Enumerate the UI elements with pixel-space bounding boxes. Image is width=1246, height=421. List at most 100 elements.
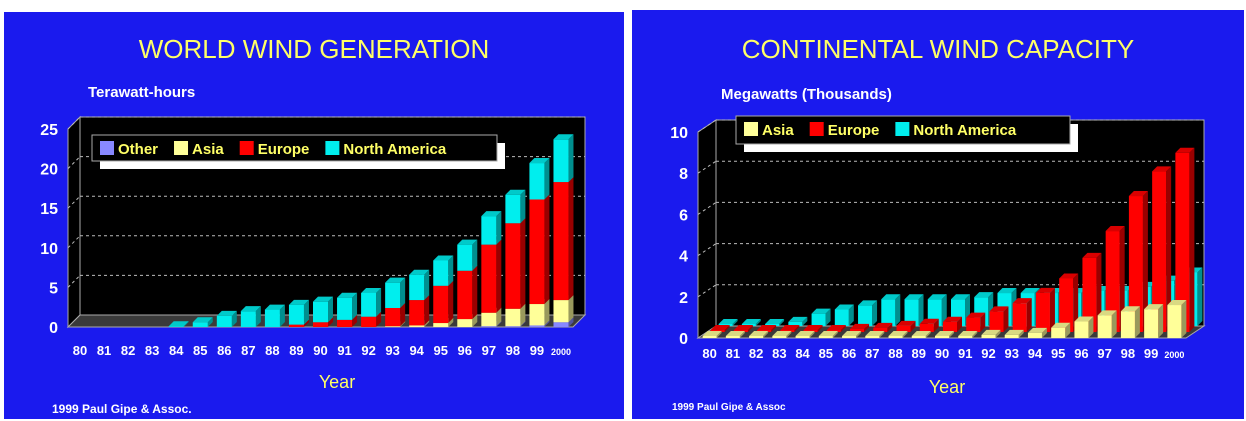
bar-north-america-top [337, 292, 358, 298]
bar-north-america-side [520, 189, 526, 224]
x-tick-label: 87 [865, 346, 879, 361]
bar-asia-side [995, 329, 1001, 338]
bar-north-america-top [240, 306, 261, 312]
bar-europe [966, 317, 981, 332]
bar-europe-side [424, 295, 430, 326]
bar-north-america-top [313, 296, 333, 302]
bar-north-america [313, 301, 328, 323]
x-tick-label: 86 [842, 346, 856, 361]
x-tick-label: 85 [193, 343, 207, 358]
credit-text: 1999 Paul Gipe & Assoc [672, 402, 786, 413]
x-tick-label: 92 [981, 346, 995, 361]
bar-north-america-top [433, 255, 454, 261]
bar-asia [818, 336, 833, 338]
bar-north-america-side [918, 294, 924, 326]
x-tick-label: 86 [217, 343, 231, 358]
bar-europe [529, 199, 545, 305]
bar-north-america-side [303, 299, 309, 325]
gridline-side [697, 119, 717, 133]
bar-asia-side [949, 330, 954, 338]
bar-other-side [496, 321, 502, 327]
bar-europe-side [771, 325, 777, 332]
bar-europe-top [966, 312, 986, 318]
bar-europe [989, 311, 1004, 332]
bar-north-america [337, 297, 353, 320]
bar-europe-top [896, 320, 916, 326]
legend-swatch [325, 141, 340, 155]
bar-north-america-top [974, 292, 994, 298]
bar-europe-side [724, 325, 730, 332]
bar-europe-side [520, 218, 526, 309]
bar-asia [935, 335, 949, 338]
bar-north-america-top [192, 317, 213, 323]
x-tick-label: 96 [1074, 346, 1088, 361]
bar-europe [337, 319, 353, 327]
bar-europe [1082, 257, 1097, 332]
legend-swatch [174, 141, 189, 155]
bar-north-america-top [834, 304, 854, 310]
x-tick-label: 98 [1121, 346, 1135, 361]
x-tick-label: 95 [434, 343, 448, 358]
bar-asia-top [795, 331, 815, 336]
x-tick-label: 82 [121, 343, 135, 358]
bar-asia [795, 336, 810, 338]
bar-europe-side [352, 314, 358, 327]
bar-north-america-top [718, 319, 738, 324]
bar-north-america [505, 194, 521, 224]
gridline-side [67, 275, 81, 288]
bar-europe-top [850, 323, 870, 329]
bar-asia-side [1041, 327, 1047, 338]
x-tick-label: 80 [702, 346, 716, 361]
bar-europe-top [873, 322, 893, 328]
bar-asia-top [842, 331, 862, 336]
bar-europe-side [794, 325, 800, 332]
bar-north-america [264, 309, 280, 327]
bar-north-america-top [385, 277, 406, 283]
bar-north-america-side [496, 211, 502, 245]
bar-north-america-side [231, 310, 237, 327]
bar-europe-top [733, 325, 753, 330]
bar-other [505, 326, 521, 327]
bar-north-america [385, 282, 401, 308]
bar-asia [385, 326, 401, 327]
legend-label: North America [913, 122, 1016, 139]
bar-europe [943, 321, 957, 332]
bar-europe [361, 316, 377, 327]
chart-panel-continental-capacity: CONTINENTAL WIND CAPACITY Megawatts (Tho… [632, 10, 1244, 419]
bar-north-america-side [472, 239, 478, 271]
bar-asia-top [935, 330, 954, 336]
bar-asia-side [496, 307, 502, 327]
bar-asia [529, 304, 545, 326]
bar-asia [1120, 311, 1135, 338]
bar-europe-side [544, 194, 550, 305]
x-tick-label: 97 [482, 343, 496, 358]
x-tick-label: 96 [458, 343, 472, 358]
x-tick-label: 88 [265, 343, 279, 358]
bar-north-america-top [904, 294, 924, 300]
bar-asia [1004, 334, 1019, 338]
legend-swatch [895, 122, 910, 136]
bar-asia-side [568, 295, 574, 323]
bar-europe-side [1026, 298, 1032, 332]
bar-asia [981, 334, 996, 338]
bar-asia-top [865, 331, 885, 336]
x-tick-label: 89 [289, 343, 303, 358]
bar-asia [958, 335, 973, 338]
bar-north-america-side [568, 134, 574, 183]
bar-europe [1105, 231, 1120, 332]
y-tick-label: 0 [49, 320, 58, 337]
y-tick-label: 15 [40, 201, 58, 218]
bar-europe-side [1049, 287, 1055, 332]
bar-north-america-top [951, 294, 970, 300]
bar-europe-side [817, 325, 823, 332]
legend-swatch [809, 122, 824, 136]
bar-europe-side [1119, 226, 1125, 332]
bar-asia-side [925, 330, 931, 338]
y-axis-label: Terawatt-hours [88, 84, 196, 101]
x-axis-label: Year [929, 377, 965, 397]
bar-europe [481, 244, 497, 313]
chart-title: WORLD WIND GENERATION [138, 34, 490, 64]
legend-swatch [239, 141, 254, 155]
bar-europe-side [840, 324, 846, 332]
bar-europe [385, 307, 401, 327]
